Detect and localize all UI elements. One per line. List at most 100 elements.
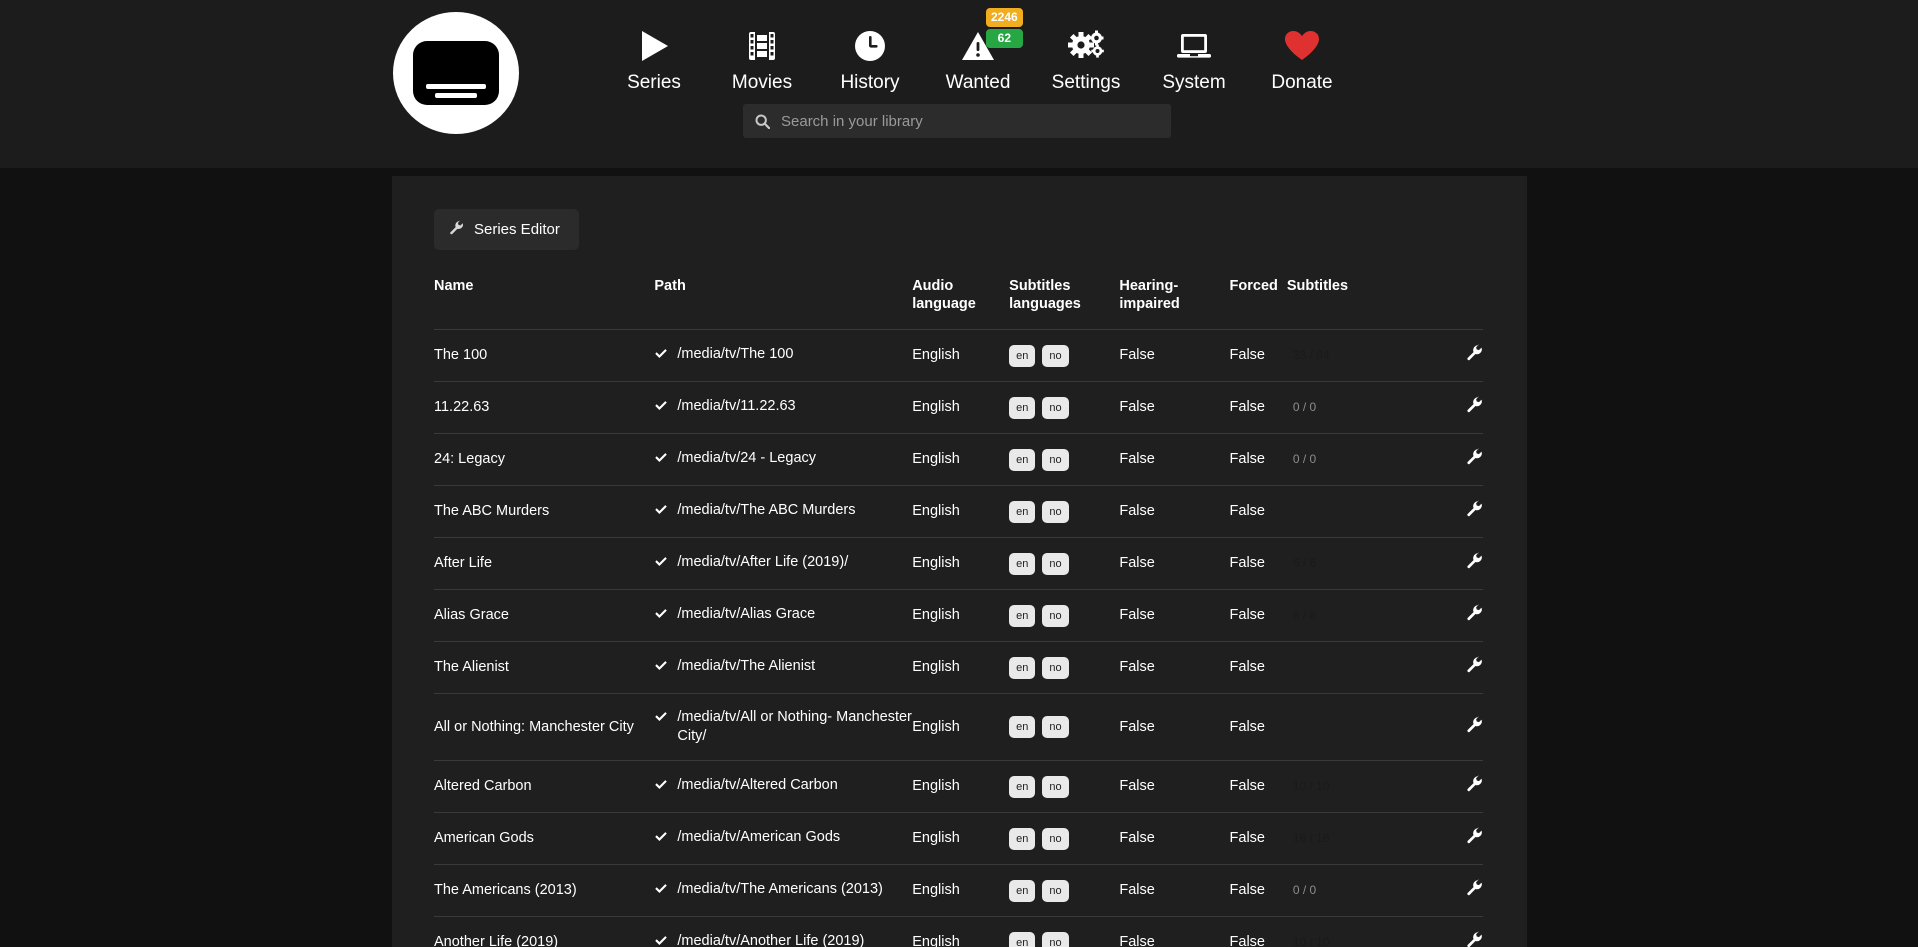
row-edit-wrench-icon[interactable] bbox=[1466, 448, 1483, 465]
subtitle-language-tag[interactable]: en bbox=[1009, 931, 1036, 947]
nav-item-donate[interactable]: Donate bbox=[1248, 18, 1356, 94]
cell-series-name[interactable]: Altered Carbon bbox=[434, 760, 655, 813]
subtitle-language-tag[interactable]: no bbox=[1042, 448, 1069, 471]
badge-wanted-secondary: 62 bbox=[986, 29, 1023, 48]
subtitle-language-tag[interactable]: no bbox=[1042, 879, 1069, 902]
subtitle-language-tag[interactable]: en bbox=[1009, 344, 1036, 367]
nav-item-settings[interactable]: Settings bbox=[1032, 18, 1140, 94]
subtitle-language-tag[interactable]: no bbox=[1042, 716, 1069, 738]
row-edit-wrench-icon[interactable] bbox=[1466, 552, 1483, 569]
cell-series-name[interactable]: 24: Legacy bbox=[434, 433, 655, 486]
column-header-forced[interactable]: Forced bbox=[1229, 278, 1278, 294]
cell-subtitles-languages: en no bbox=[1009, 693, 1120, 761]
subtitle-language-tag[interactable]: en bbox=[1009, 500, 1036, 523]
series-table-head: Name Path Audio language Subtitles langu… bbox=[434, 277, 1483, 330]
subtitle-language-tag[interactable]: en bbox=[1009, 775, 1036, 798]
subtitle-language-tag[interactable]: no bbox=[1042, 344, 1069, 367]
subtitle-language-tag[interactable]: no bbox=[1042, 931, 1069, 947]
path-text: /media/tv/The 100 bbox=[677, 345, 794, 362]
nav-item-history[interactable]: History bbox=[816, 18, 924, 94]
column-header-hearing-impaired[interactable]: Hearing-impaired bbox=[1119, 278, 1180, 312]
subtitle-language-tag[interactable]: no bbox=[1042, 552, 1069, 575]
table-row: 24: Legacy /media/tv/24 - Legacy English… bbox=[434, 433, 1483, 486]
check-icon bbox=[654, 555, 668, 575]
library-search-bar[interactable] bbox=[743, 104, 1171, 138]
row-edit-wrench-icon[interactable] bbox=[1466, 500, 1483, 517]
cell-series-name[interactable]: 11.22.63 bbox=[434, 381, 655, 434]
subtitle-language-tag[interactable]: en bbox=[1009, 396, 1036, 419]
check-icon bbox=[654, 710, 668, 730]
subtitle-language-tag[interactable]: en bbox=[1009, 827, 1036, 850]
row-edit-wrench-icon[interactable] bbox=[1466, 396, 1483, 413]
cell-hearing-impaired: False bbox=[1119, 381, 1230, 434]
subtitle-language-tag[interactable]: en bbox=[1009, 604, 1036, 627]
subtitle-language-tag[interactable]: no bbox=[1042, 604, 1069, 627]
cell-series-name[interactable]: After Life bbox=[434, 537, 655, 590]
check-icon bbox=[654, 659, 668, 679]
row-edit-wrench-icon[interactable] bbox=[1466, 931, 1483, 947]
warning-triangle-icon bbox=[960, 24, 996, 68]
cell-series-name[interactable]: Alias Grace bbox=[434, 589, 655, 642]
subtitle-language-tag[interactable]: no bbox=[1042, 656, 1069, 679]
row-edit-wrench-icon[interactable] bbox=[1466, 879, 1483, 896]
cell-subtitles-languages: en no bbox=[1009, 589, 1120, 642]
cell-series-name[interactable]: The Alienist bbox=[434, 641, 655, 694]
subtitle-language-tag[interactable]: en bbox=[1009, 552, 1036, 575]
cell-row-action bbox=[1430, 589, 1483, 642]
table-row: American Gods /media/tv/American Gods En… bbox=[434, 812, 1483, 865]
subtitle-language-tag[interactable]: no bbox=[1042, 396, 1069, 419]
nav-label-donate: Donate bbox=[1271, 72, 1333, 93]
row-edit-wrench-icon[interactable] bbox=[1466, 344, 1483, 361]
cell-audio-language: English bbox=[912, 916, 1010, 947]
path-text: /media/tv/American Gods bbox=[677, 828, 841, 845]
column-header-name[interactable]: Name bbox=[434, 278, 474, 294]
path-text: /media/tv/The Americans (2013) bbox=[677, 880, 883, 897]
cell-subtitles-progress bbox=[1286, 641, 1431, 694]
bazarr-tv-logo[interactable] bbox=[393, 12, 519, 134]
nav-item-wanted[interactable]: 2246 62 Wanted bbox=[924, 8, 1032, 94]
column-header-subtitles-languages[interactable]: Subtitles languages bbox=[1009, 278, 1081, 312]
cell-subtitles-languages: en no bbox=[1009, 329, 1120, 382]
nav-item-movies[interactable]: Movies bbox=[708, 18, 816, 94]
cell-series-name[interactable]: The 100 bbox=[434, 329, 655, 382]
subtitle-language-tag[interactable]: no bbox=[1042, 827, 1069, 850]
nav-item-system[interactable]: System bbox=[1140, 18, 1248, 94]
cell-subtitles-progress: 6 / 6 bbox=[1286, 589, 1431, 642]
cell-path: /media/tv/Another Life (2019) bbox=[654, 916, 913, 947]
subtitle-language-tag[interactable]: en bbox=[1009, 656, 1036, 679]
column-header-subtitles[interactable]: Subtitles bbox=[1286, 278, 1349, 294]
cell-series-name[interactable]: All or Nothing: Manchester City bbox=[434, 693, 655, 761]
cell-series-name[interactable]: Another Life (2019) bbox=[434, 916, 655, 947]
subtitle-language-tag[interactable]: en bbox=[1009, 879, 1036, 902]
nav-label-wanted: Wanted bbox=[945, 72, 1011, 93]
row-edit-wrench-icon[interactable] bbox=[1466, 775, 1483, 792]
subtitle-language-tag[interactable]: en bbox=[1009, 716, 1036, 738]
cell-series-name[interactable]: American Gods bbox=[434, 812, 655, 865]
row-edit-wrench-icon[interactable] bbox=[1466, 604, 1483, 621]
search-input[interactable] bbox=[781, 112, 1159, 130]
column-header-audio-language[interactable]: Audio language bbox=[912, 278, 976, 312]
logo-subtitle-line-2 bbox=[435, 93, 477, 98]
nav-item-series[interactable]: Series bbox=[600, 18, 708, 94]
cell-audio-language: English bbox=[912, 433, 1010, 486]
subtitle-language-tag[interactable]: no bbox=[1042, 500, 1069, 523]
cell-subtitles-progress: 6 / 6 bbox=[1286, 537, 1431, 590]
subtitle-language-tag[interactable]: en bbox=[1009, 448, 1036, 471]
cell-audio-language: English bbox=[912, 329, 1010, 382]
cell-hearing-impaired: False bbox=[1119, 329, 1230, 382]
cell-forced: False bbox=[1229, 537, 1287, 590]
row-edit-wrench-icon[interactable] bbox=[1466, 656, 1483, 673]
cell-series-name[interactable]: The Americans (2013) bbox=[434, 864, 655, 917]
cell-path: /media/tv/Altered Carbon bbox=[654, 760, 913, 813]
nav-label-system: System bbox=[1162, 72, 1226, 93]
subtitle-language-tag[interactable]: no bbox=[1042, 775, 1069, 798]
column-header-path[interactable]: Path bbox=[654, 278, 686, 294]
cell-forced: False bbox=[1229, 485, 1287, 538]
series-editor-button[interactable]: Series Editor bbox=[434, 209, 579, 250]
row-edit-wrench-icon[interactable] bbox=[1466, 716, 1483, 733]
cell-series-name[interactable]: The ABC Murders bbox=[434, 485, 655, 538]
check-icon bbox=[654, 451, 668, 471]
cell-subtitles-languages: en no bbox=[1009, 916, 1120, 947]
cell-hearing-impaired: False bbox=[1119, 589, 1230, 642]
row-edit-wrench-icon[interactable] bbox=[1466, 827, 1483, 844]
